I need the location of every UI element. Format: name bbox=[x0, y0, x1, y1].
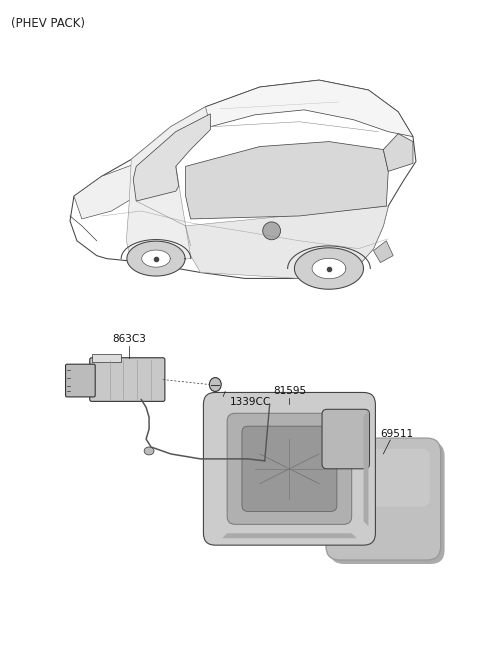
Polygon shape bbox=[70, 80, 416, 279]
FancyBboxPatch shape bbox=[322, 409, 370, 469]
FancyBboxPatch shape bbox=[66, 364, 95, 397]
Ellipse shape bbox=[209, 378, 221, 392]
Polygon shape bbox=[186, 206, 388, 279]
Polygon shape bbox=[74, 164, 151, 219]
Text: 81595: 81595 bbox=[273, 386, 306, 396]
Polygon shape bbox=[133, 114, 210, 201]
FancyBboxPatch shape bbox=[90, 358, 165, 401]
FancyBboxPatch shape bbox=[204, 392, 375, 545]
Ellipse shape bbox=[144, 447, 154, 455]
FancyBboxPatch shape bbox=[337, 449, 430, 507]
Polygon shape bbox=[142, 250, 170, 267]
Ellipse shape bbox=[263, 222, 280, 240]
Polygon shape bbox=[363, 411, 369, 526]
Polygon shape bbox=[127, 241, 185, 276]
Polygon shape bbox=[312, 258, 346, 279]
Polygon shape bbox=[222, 533, 357, 538]
FancyBboxPatch shape bbox=[326, 438, 441, 560]
Text: 863C3: 863C3 bbox=[112, 334, 146, 344]
Polygon shape bbox=[294, 248, 363, 289]
Text: 1339CC: 1339CC bbox=[230, 397, 271, 407]
Polygon shape bbox=[373, 240, 393, 263]
Polygon shape bbox=[186, 142, 388, 219]
Polygon shape bbox=[384, 133, 413, 171]
FancyBboxPatch shape bbox=[242, 426, 337, 511]
Text: 69511: 69511 bbox=[380, 429, 413, 439]
Polygon shape bbox=[205, 80, 413, 137]
Polygon shape bbox=[126, 107, 210, 265]
Text: (PHEV PACK): (PHEV PACK) bbox=[11, 16, 84, 30]
Bar bbox=[92, 353, 121, 362]
FancyBboxPatch shape bbox=[330, 442, 444, 564]
FancyBboxPatch shape bbox=[227, 413, 352, 524]
